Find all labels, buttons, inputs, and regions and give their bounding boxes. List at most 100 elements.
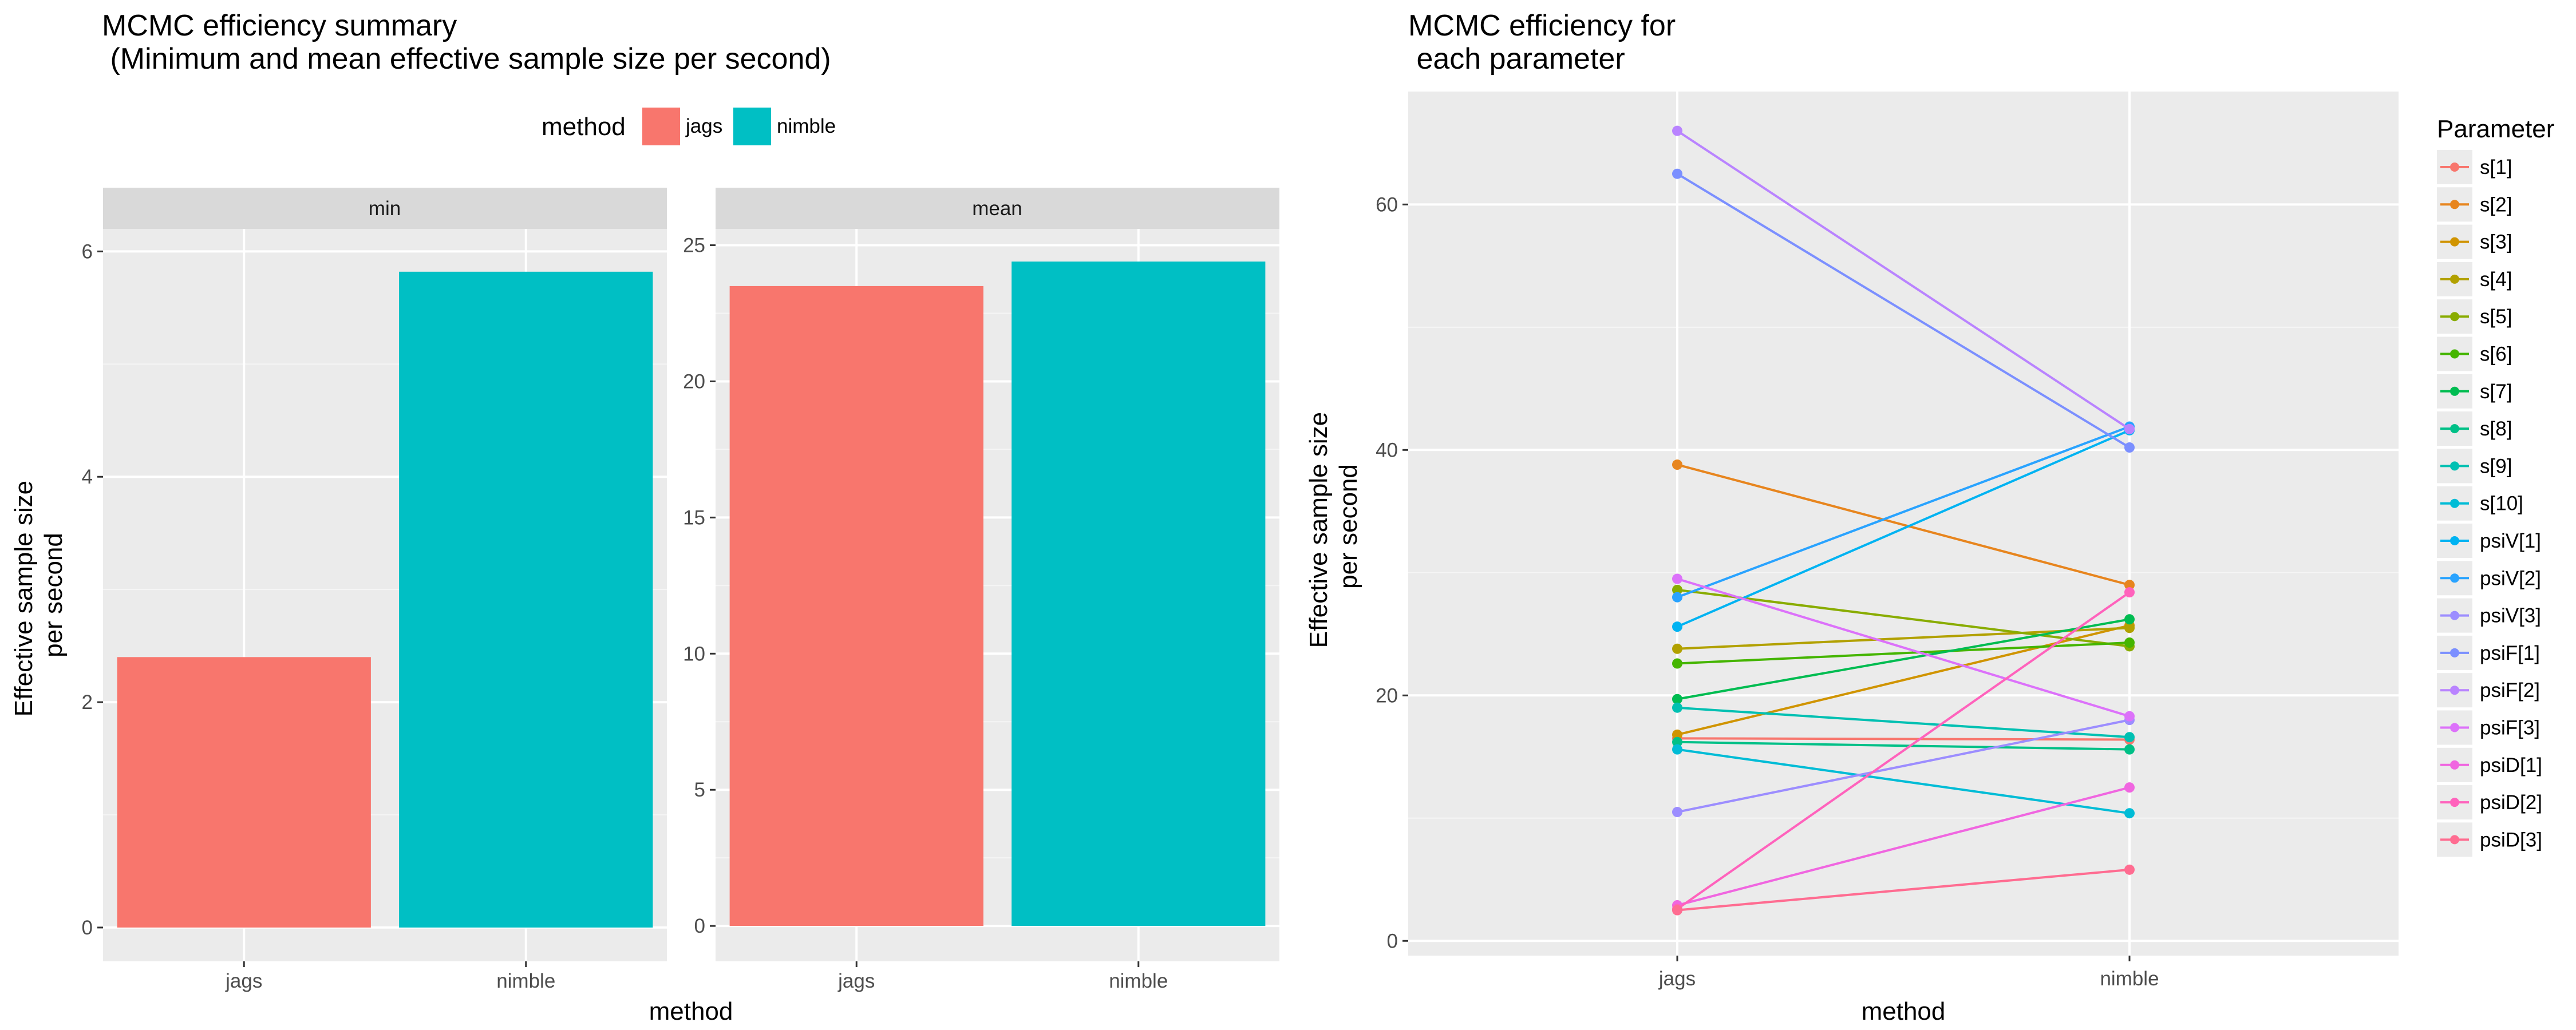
legend-label-s8: s[8]	[2480, 418, 2512, 440]
left-legend: method jags nimble	[542, 108, 836, 145]
x-tick-label: nimble	[496, 970, 555, 992]
legend-label-psiD3: psiD[3]	[2480, 829, 2542, 851]
facet-strip-mean	[716, 188, 1279, 229]
point-psiD3-nimble	[2124, 864, 2135, 875]
legend-key-point-psiF1	[2450, 648, 2459, 657]
legend-key-point-psiF2	[2450, 686, 2459, 695]
y-tick-label: 6	[82, 240, 93, 263]
legend-label-s10: s[10]	[2480, 493, 2523, 515]
bar-min-jags	[117, 657, 371, 928]
legend-label-s7: s[7]	[2480, 381, 2512, 403]
bar-mean-nimble	[1012, 262, 1266, 926]
left-chart-subtitle: (Minimum and mean effective sample size …	[102, 42, 831, 76]
legend-label-s3: s[3]	[2480, 231, 2512, 253]
legend-label-s4: s[4]	[2480, 268, 2512, 291]
legend-label-psiF1: psiF[1]	[2480, 642, 2540, 664]
x-tick-label: nimble	[2100, 968, 2159, 990]
facet-strip-min	[103, 188, 667, 229]
series-line-s1	[1677, 737, 2130, 741]
legend-key-point-s4	[2450, 274, 2459, 284]
left-figure: MCMC efficiency summary (Minimum and mea…	[10, 9, 1279, 1025]
right-plot-panel: 0 20 40 60 jags nimble	[1376, 92, 2399, 990]
legend-key-nimble	[733, 108, 771, 145]
legend-key-point-s8	[2450, 424, 2459, 434]
legend-label-psiF3: psiF[3]	[2480, 717, 2540, 739]
legend-label-psiV3: psiV[3]	[2480, 605, 2541, 627]
series-line-s4	[1677, 627, 2130, 650]
legend-key-point-s1	[2450, 163, 2459, 172]
point-s10-nimble	[2124, 808, 2135, 819]
point-psiV3-jags	[1672, 807, 1682, 818]
legend-label-s2: s[2]	[2480, 193, 2512, 216]
series-line-psiD3	[1677, 868, 2130, 912]
series-line-s9	[1677, 706, 2130, 739]
x-tick-label: jags	[837, 970, 875, 992]
point-s4-nimble	[2124, 623, 2135, 633]
point-psiD2-nimble	[2124, 587, 2135, 598]
legend-label-psiD2: psiD[2]	[2480, 791, 2542, 814]
right-y-axis-label: Effective sample size per second	[1305, 405, 1362, 648]
legend-key-point-s9	[2450, 461, 2459, 471]
point-psiF2-nimble	[2124, 423, 2135, 434]
legend-key-point-s5	[2450, 312, 2459, 322]
point-s6-nimble	[2124, 637, 2135, 648]
x-tick-label: jags	[225, 970, 262, 992]
legend-key-point-s3	[2450, 237, 2459, 247]
series-line-s3	[1677, 624, 2130, 736]
series-line-psiD2	[1676, 591, 2131, 910]
series-line-s8	[1677, 740, 2130, 751]
legend-label-s9: s[9]	[2480, 455, 2512, 477]
y-tick-label: 5	[694, 779, 705, 801]
point-s2-nimble	[2124, 580, 2135, 591]
right-legend: Parameter s[1] s[2] s[3] s[4] s[5] s[6] s[7] s[…	[2437, 115, 2554, 857]
legend-label-s5: s[5]	[2480, 306, 2512, 328]
y-tick-label: 0	[694, 915, 705, 937]
legend-key-point-s7	[2450, 386, 2459, 396]
series-line-psiV1	[1677, 429, 2130, 628]
point-s9-jags	[1672, 702, 1682, 713]
point-s7-nimble	[2124, 614, 2135, 625]
point-s6-jags	[1672, 658, 1682, 669]
legend-key-point-s6	[2450, 349, 2459, 359]
point-psiV1-jags	[1672, 621, 1682, 632]
right-chart-subtitle: each parameter	[1408, 42, 1625, 76]
legend-label-jags: jags	[685, 115, 722, 137]
point-psiF3-jags	[1672, 573, 1682, 584]
right-figure: MCMC efficiency for each parameter 0 20 40…	[1305, 9, 2554, 1025]
right-legend-title: Parameter	[2437, 115, 2554, 143]
point-psiV2-jags	[1672, 592, 1682, 603]
legend-label-nimble: nimble	[777, 115, 836, 137]
point-psiF1-jags	[1672, 168, 1682, 179]
point-psiD3-jags	[1672, 905, 1682, 916]
y-tick-label: 4	[82, 466, 93, 488]
left-y-axis-label-line2: per second	[39, 533, 68, 657]
y-tick-label: 20	[683, 370, 705, 393]
y-tick-label: 15	[683, 506, 705, 529]
y-tick-label: 20	[1376, 684, 1398, 707]
x-tick-label: nimble	[1109, 970, 1168, 992]
point-s4-jags	[1672, 643, 1682, 654]
left-y-axis-label: Effective sample size per second	[10, 474, 68, 717]
legend-key-point-s2	[2450, 200, 2459, 209]
point-psiD1-nimble	[2124, 782, 2135, 793]
series-line-psiV2	[1677, 425, 2130, 599]
point-s8-jags	[1672, 736, 1682, 747]
legend-label-s6: s[6]	[2480, 343, 2512, 366]
y-tick-label: 40	[1376, 439, 1398, 461]
series-line-s2	[1677, 464, 2130, 587]
facet-strip-label-mean: mean	[972, 197, 1022, 220]
y-tick-label: 2	[82, 691, 93, 714]
facet-strip-label-min: min	[369, 197, 401, 220]
left-legend-title: method	[542, 113, 626, 141]
x-tick-label: jags	[1658, 968, 1696, 990]
series-line-psiF1	[1676, 172, 2131, 449]
y-tick-label: 60	[1376, 193, 1398, 216]
point-psiF3-nimble	[2124, 711, 2135, 722]
y-tick-label: 25	[683, 235, 705, 257]
point-s5-jags	[1672, 584, 1682, 595]
right-y-axis-label-line2: per second	[1334, 464, 1362, 589]
legend-label-psiV2: psiV[2]	[2480, 567, 2541, 589]
right-y-axis-label-line1: Effective sample size	[1305, 412, 1333, 648]
bar-mean-jags	[729, 286, 983, 926]
point-s9-nimble	[2124, 732, 2135, 743]
